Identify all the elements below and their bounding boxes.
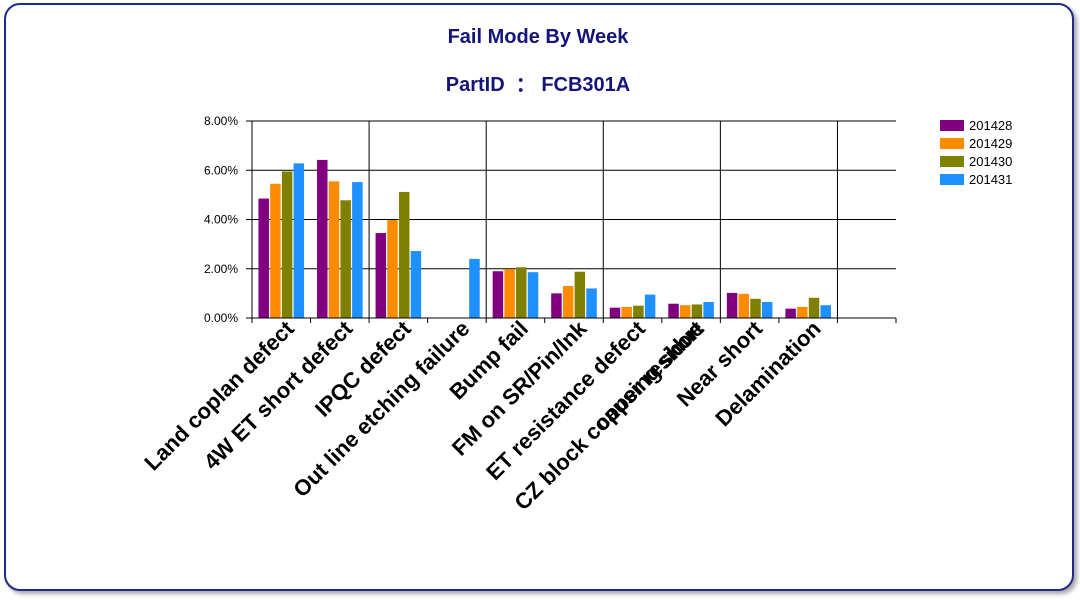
legend-swatch-201428: [940, 120, 964, 131]
y-tick-label: 0.00%: [204, 311, 238, 325]
bar-201430: [281, 171, 293, 318]
bar-201430: [750, 298, 761, 318]
bar-201429: [679, 305, 691, 318]
bar-201428: [551, 293, 562, 318]
bar-201429: [328, 181, 340, 318]
bar-201428: [726, 292, 738, 318]
bar-201431: [703, 301, 714, 318]
bar-201429: [504, 269, 515, 318]
bar-201429: [562, 285, 574, 318]
bar-201428: [375, 233, 387, 318]
bar-201431: [469, 258, 480, 318]
chart-subtitle: PartID ： FCB301A: [445, 74, 631, 96]
bar-201430: [398, 191, 410, 318]
bar-201431: [820, 305, 831, 318]
bar-201430: [691, 304, 703, 318]
legend-swatch-201430: [940, 156, 964, 167]
legend-label-201431: 201431: [969, 172, 1012, 187]
bar-201430: [516, 267, 527, 318]
bar-201431: [586, 288, 597, 318]
bar-201429: [270, 183, 281, 318]
bar-201429: [621, 306, 632, 318]
bar-201428: [492, 271, 504, 318]
bar-201431: [644, 294, 656, 318]
y-tick-label: 6.00%: [204, 163, 238, 177]
chart-title: Fail Mode By Week: [447, 26, 629, 48]
legend-swatch-201431: [940, 174, 964, 185]
legend: 201428 201429 201430 201431: [940, 118, 1012, 187]
legend-label-201429: 201429: [969, 136, 1012, 151]
bar-201430: [633, 305, 644, 318]
bar-201430: [574, 271, 586, 318]
bar-201428: [317, 159, 328, 318]
bar-201431: [527, 272, 539, 318]
y-tick-label: 8.00%: [204, 114, 238, 128]
bar-201431: [352, 182, 363, 318]
bar-201428: [258, 198, 269, 318]
bar-201431: [410, 251, 422, 318]
bar-201430: [340, 200, 351, 318]
bar-201428: [609, 307, 621, 318]
bar-201431: [293, 163, 305, 318]
y-axis-tick-labels: 0.00% 2.00% 4.00% 6.00% 8.00%: [204, 114, 238, 325]
bar-201429: [797, 306, 808, 318]
bar-201429: [738, 293, 750, 318]
bar-201429: [387, 219, 398, 318]
bar-201428: [668, 303, 679, 318]
bar-201428: [785, 308, 796, 318]
bars: [258, 159, 831, 318]
y-tick-label: 4.00%: [204, 213, 238, 227]
bar-201430: [808, 297, 820, 318]
bar-201431: [761, 301, 773, 318]
axes: [251, 121, 896, 319]
chart-frame: [4, 3, 1074, 591]
legend-label-201428: 201428: [969, 118, 1012, 133]
x-tick-label: Delamination: [710, 316, 825, 431]
legend-swatch-201429: [940, 138, 964, 149]
legend-label-201430: 201430: [969, 154, 1012, 169]
y-tick-label: 2.00%: [204, 262, 238, 276]
